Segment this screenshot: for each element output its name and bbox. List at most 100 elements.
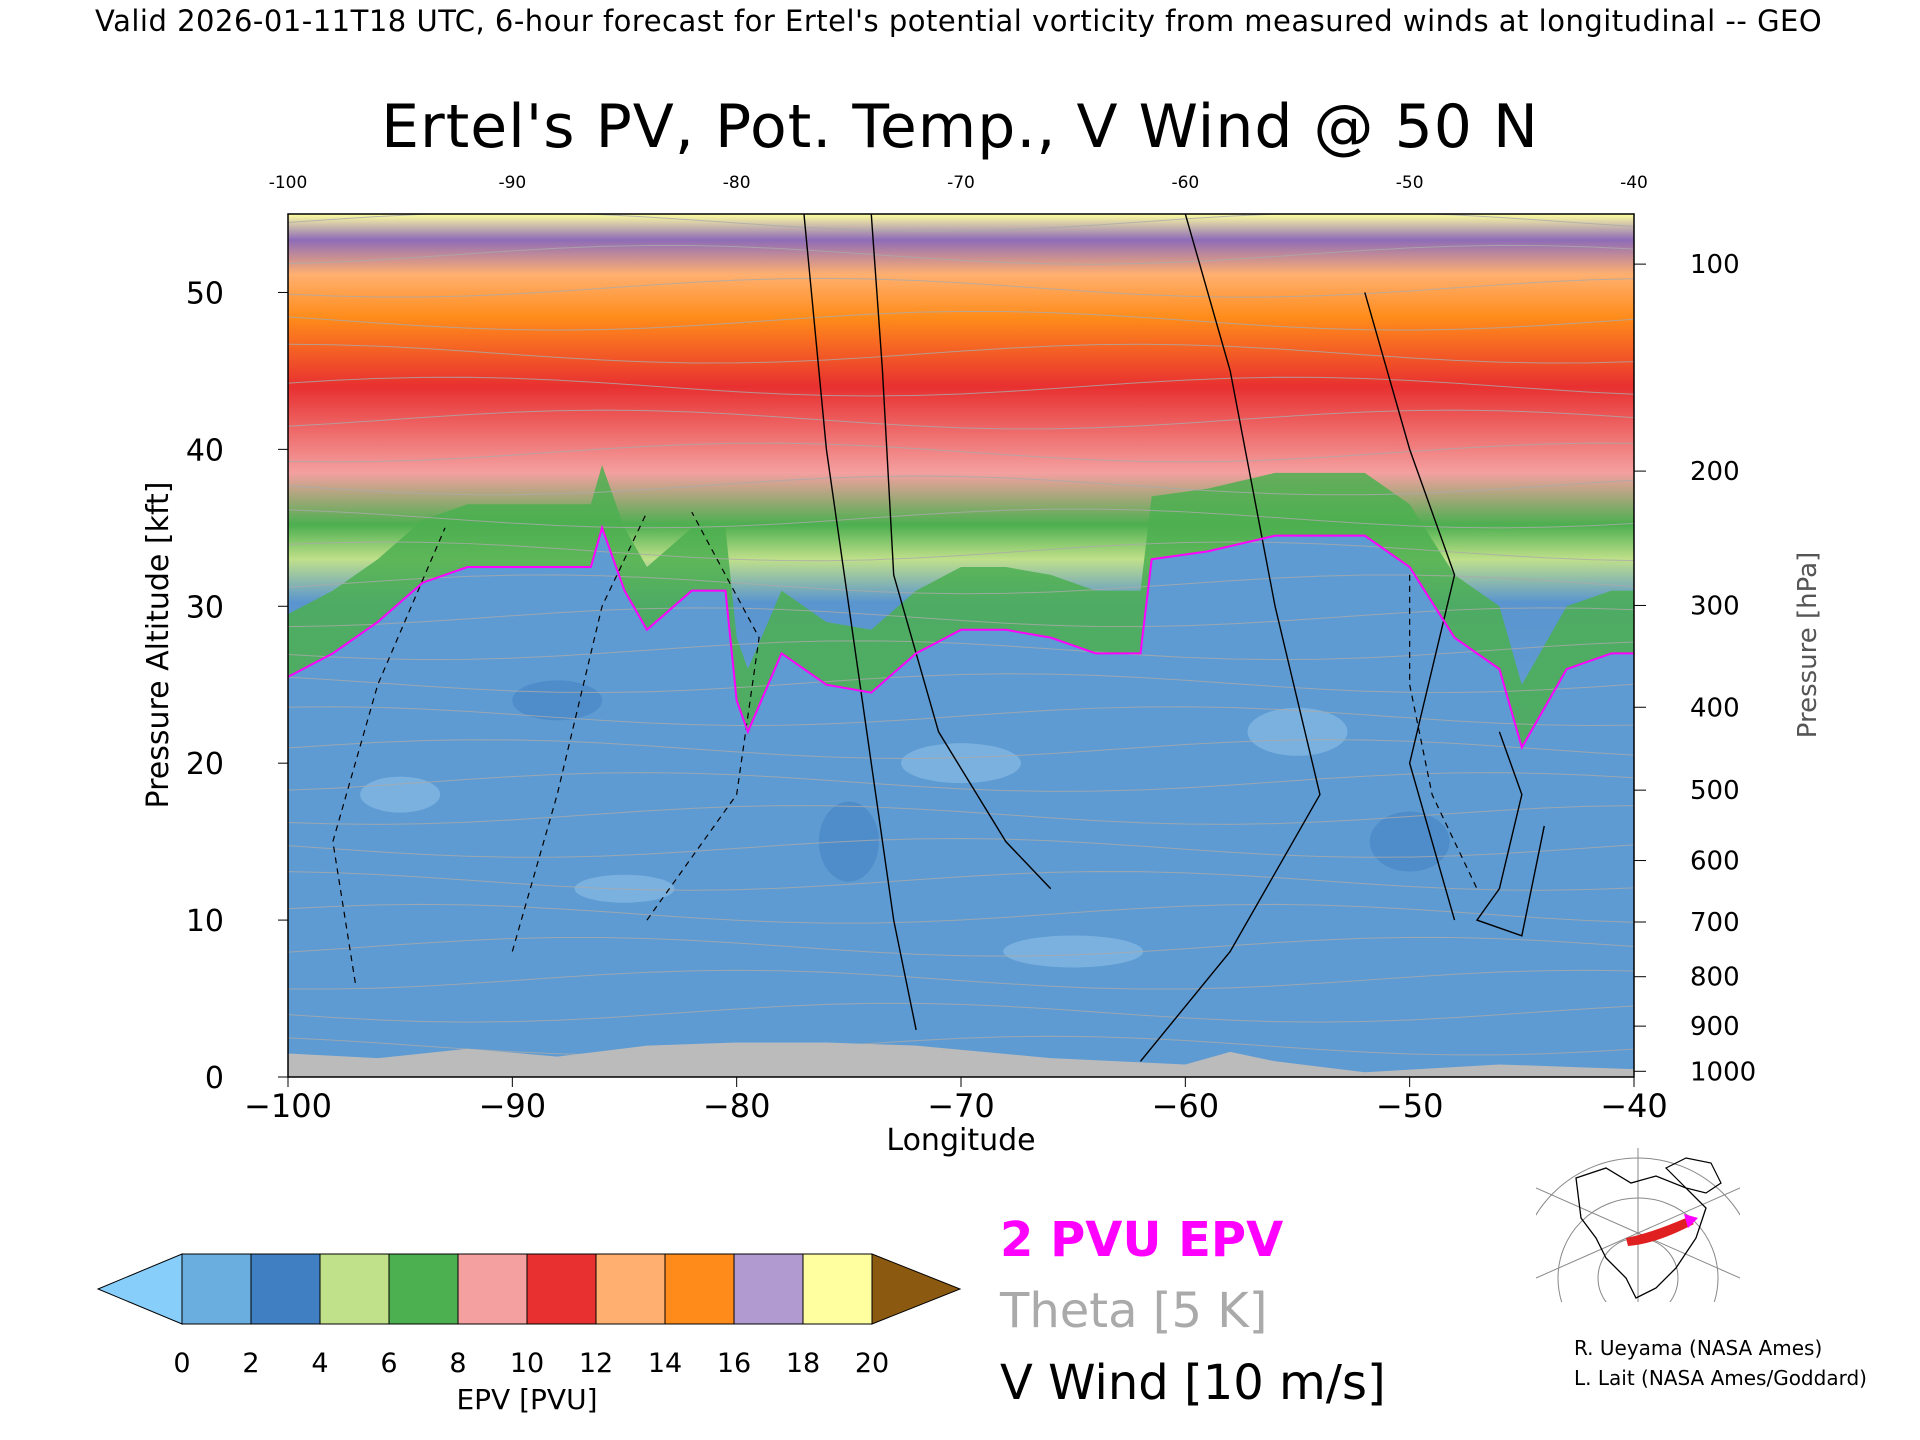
colorbar-high-arrow: [871, 1253, 962, 1325]
theta-contour: [288, 739, 1634, 759]
terrain: [288, 1042, 1634, 1077]
wind-contour-dashed: [332, 527, 446, 983]
theta-contour: [288, 1035, 1634, 1056]
y-tick-label: 50: [186, 276, 224, 311]
colorbar-tick-label: 12: [579, 1348, 613, 1379]
theta-contour: [288, 871, 1634, 891]
theta-contour: [288, 343, 1634, 364]
wind-contour: [1364, 292, 1456, 921]
map-inset: [1536, 1148, 1740, 1302]
wind-contour-dashed: [646, 511, 760, 921]
theta-contour: [288, 409, 1634, 430]
colorbar-segment: [595, 1253, 666, 1325]
pressure-tick-label: 700: [1690, 908, 1740, 938]
colorbar-tick-label: 10: [510, 1348, 544, 1379]
x-top-tick-label: -40: [1620, 173, 1648, 193]
light-patch: [901, 743, 1021, 784]
wind-contour-dashed: [1409, 574, 1478, 889]
theta-contour: [288, 903, 1634, 924]
pressure-tick-label: 1000: [1690, 1057, 1756, 1087]
theta-contour: [288, 508, 1634, 529]
epv-2pvu-contour: [288, 524, 1634, 751]
pressure-axis-label: Pressure [hPa]: [1793, 552, 1823, 739]
light-patch: [1003, 935, 1144, 968]
theta-contour: [288, 442, 1634, 463]
pressure-tick-label: 100: [1690, 250, 1740, 280]
colorbar-tick-label: 0: [173, 1348, 190, 1379]
theta-contour: [288, 706, 1634, 727]
colorbar-segment: [457, 1253, 528, 1325]
x-top-tick-label: -100: [269, 173, 308, 193]
header-text: Valid 2026-01-11T18 UTC, 6-hour forecast…: [95, 4, 1823, 38]
pressure-tick-label: 900: [1690, 1012, 1740, 1042]
wind-contour: [1139, 214, 1321, 1062]
x-tick-label: −100: [244, 1087, 332, 1125]
colorbar-segment: [250, 1253, 321, 1325]
x-tick-label: −90: [479, 1087, 547, 1125]
y-tick-label: 0: [205, 1061, 224, 1096]
colorbar-segment: [664, 1253, 735, 1325]
troposphere-fill: [288, 527, 1634, 1077]
colorbar-segment: [319, 1253, 390, 1325]
colorbar-tick-label: 6: [380, 1348, 397, 1379]
y-tick-label: 10: [186, 904, 224, 939]
theta-contour: [288, 838, 1634, 858]
theta-contour: [288, 969, 1634, 990]
x-tick-label: −70: [927, 1087, 995, 1125]
colorbar-segment: [388, 1253, 459, 1325]
y-tick-label: 20: [186, 747, 224, 782]
light-patch: [1247, 707, 1348, 756]
pressure-tick-label: 600: [1690, 847, 1740, 877]
x-tick-label: −50: [1376, 1087, 1444, 1125]
theta-contour: [288, 673, 1634, 694]
theta-contour: [288, 541, 1634, 562]
legend-theta: Theta [5 K]: [1000, 1283, 1268, 1339]
colorbar-low-arrow: [96, 1253, 183, 1325]
colorbar-label: EPV [PVU]: [456, 1383, 598, 1416]
pressure-tick-label: 200: [1690, 457, 1740, 487]
x-top-tick-label: -50: [1396, 173, 1424, 193]
pressure-tick-label: 400: [1690, 693, 1740, 723]
colorbar-segment: [802, 1253, 873, 1325]
colorbar-tick-label: 20: [855, 1348, 889, 1379]
theta-contour: [288, 805, 1634, 825]
pressure-tick-label: 500: [1690, 776, 1740, 806]
x-top-tick-label: -70: [947, 173, 975, 193]
x-top-tick-label: -90: [498, 173, 526, 193]
pressure-tick-label: 800: [1690, 963, 1740, 993]
wind-contour: [803, 214, 917, 1031]
x-tick-label: −80: [703, 1087, 771, 1125]
x-top-tick-label: -80: [723, 173, 751, 193]
colorbar-tick-label: 16: [717, 1348, 751, 1379]
y-tick-label: 30: [186, 590, 224, 625]
x-axis-label: Longitude: [886, 1123, 1035, 1158]
wind-contour: [1475, 731, 1545, 937]
wind-contour-dashed: [511, 511, 648, 952]
theta-contour: [288, 244, 1634, 265]
theta-contour: [288, 214, 1634, 232]
y-axis-label: Pressure Altitude [kft]: [141, 482, 176, 809]
colorbar-tick-label: 4: [311, 1348, 328, 1379]
colorbar-tick-label: 2: [242, 1348, 259, 1379]
colorbar-segment: [526, 1253, 597, 1325]
colorbar-segment: [181, 1253, 252, 1325]
theta-contour: [288, 936, 1634, 957]
theta-contour: [288, 310, 1634, 331]
x-top-tick-label: -60: [1171, 173, 1199, 193]
x-tick-label: −40: [1600, 1087, 1668, 1125]
legend-epv: 2 PVU EPV: [1000, 1212, 1284, 1268]
pressure-tick-label: 300: [1690, 591, 1740, 621]
chart-title: Ertel's PV, Pot. Temp., V Wind @ 50 N: [381, 92, 1539, 162]
x-tick-label: −60: [1152, 1087, 1220, 1125]
colorbar-segment: [733, 1253, 804, 1325]
credit-line-2: L. Lait (NASA Ames/Goddard): [1574, 1366, 1867, 1390]
colorbar-tick-label: 14: [648, 1348, 682, 1379]
theta-contour: [288, 475, 1634, 496]
dark-patch: [512, 680, 603, 721]
theta-contour: [288, 772, 1634, 792]
colorbar-tick-label: 8: [449, 1348, 466, 1379]
credit-line-1: R. Ueyama (NASA Ames): [1574, 1336, 1823, 1360]
theta-contour: [288, 277, 1634, 298]
legend-wind: V Wind [10 m/s]: [1000, 1355, 1386, 1411]
